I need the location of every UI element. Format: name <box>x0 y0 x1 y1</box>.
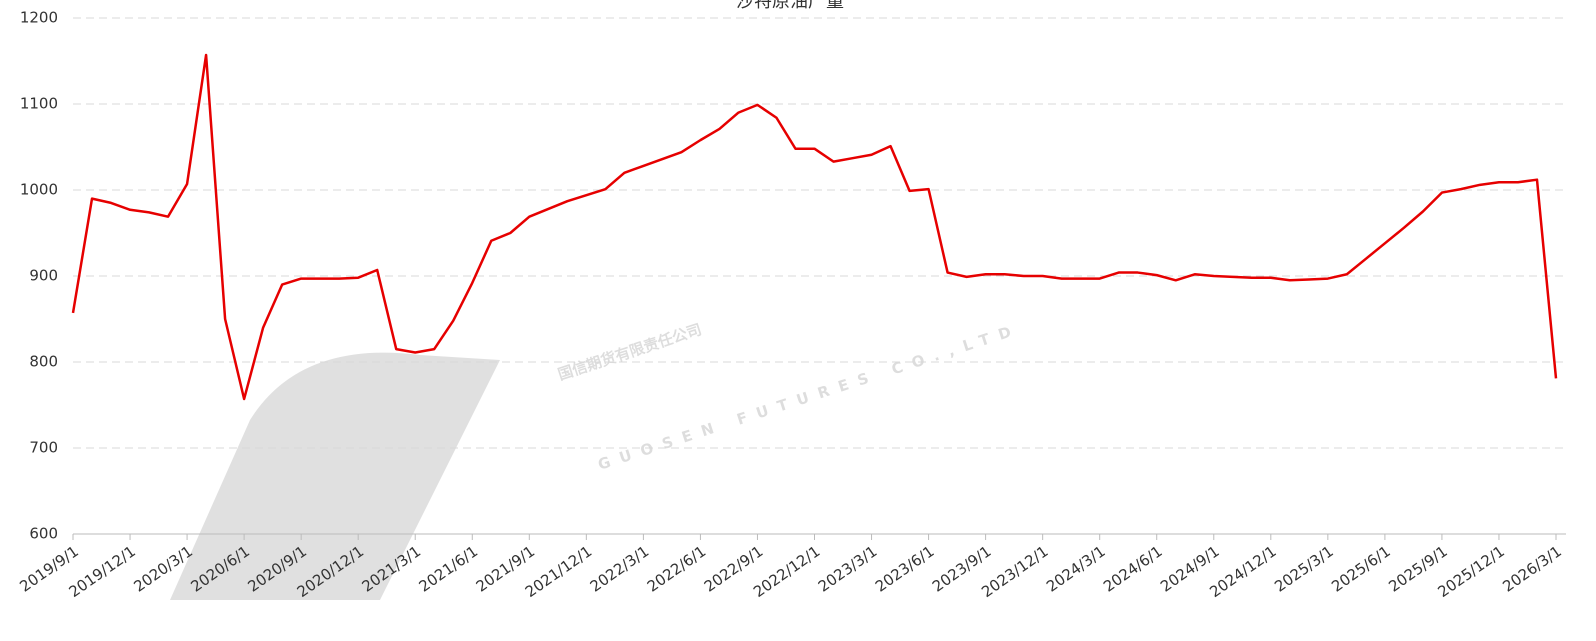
y-tick-label: 600 <box>29 525 58 543</box>
watermark-logo <box>170 352 500 600</box>
x-tick-label: 2023/6/1 <box>872 542 938 595</box>
x-tick-label: 2022/6/1 <box>644 542 710 595</box>
y-tick-label: 700 <box>29 439 58 457</box>
y-tick-label: 1000 <box>20 181 58 199</box>
watermark: 国信期货有限责任公司 <box>556 320 704 383</box>
data-line <box>71 53 1558 401</box>
y-tick-label: 1100 <box>20 95 58 113</box>
x-tick-label: 2022/3/1 <box>587 542 653 595</box>
x-tick-label: 2025/6/1 <box>1328 542 1394 595</box>
x-tick-label: 2021/6/1 <box>416 542 482 595</box>
x-tick-label: 2023/3/1 <box>815 542 881 595</box>
y-tick-label: 1200 <box>20 9 58 27</box>
x-tick-label: 2024/3/1 <box>1043 542 1109 595</box>
y-tick-label: 800 <box>29 353 58 371</box>
y-tick-label: 900 <box>29 267 58 285</box>
x-tick-label: 2025/3/1 <box>1271 542 1337 595</box>
x-tick-label: 2026/3/1 <box>1499 542 1565 595</box>
chart-title: 沙特原油产量 <box>736 0 844 12</box>
x-tick-label: 2024/6/1 <box>1100 542 1166 595</box>
